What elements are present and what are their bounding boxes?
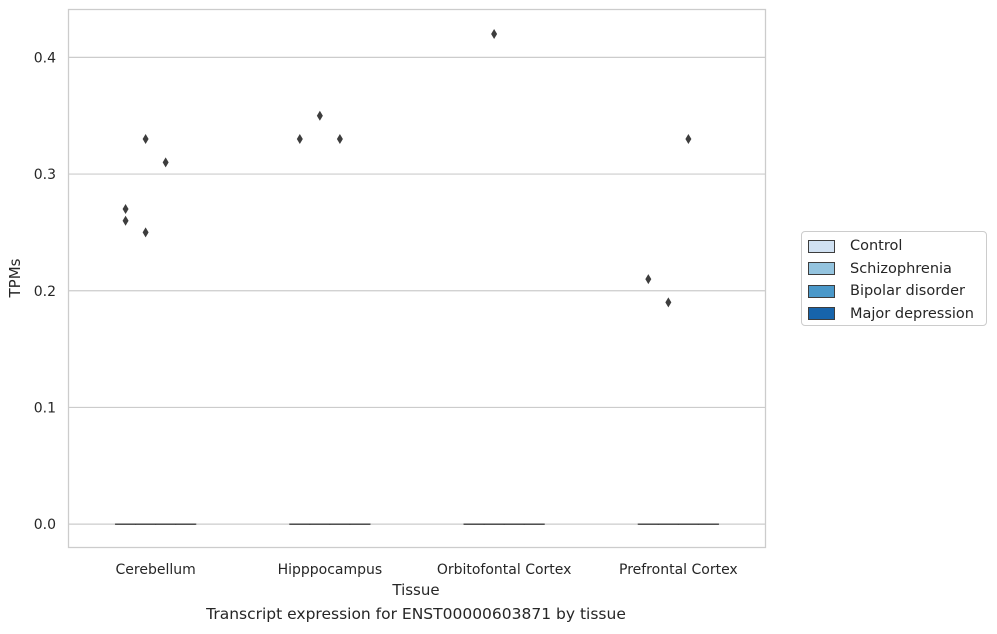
legend-label-major-depression: Major depression [850, 305, 974, 322]
outlier-point [665, 297, 672, 308]
outlier-point [142, 227, 149, 238]
legend-swatch-schizophrenia [808, 262, 835, 276]
legend-item-major-depression: Major depression [808, 303, 986, 326]
legend-item-bipolar-disorder: Bipolar disorder [808, 280, 986, 303]
outlier-point [142, 134, 149, 145]
legend: Control Schizophrenia Bipolar disorder M… [801, 231, 987, 326]
outlier-point [316, 110, 323, 121]
outlier-point [336, 134, 343, 145]
x-tick-labels: Cerebellum Hipppocampus Orbitofontal Corte… [116, 562, 738, 578]
x-tick-label: Orbitofontal Cortex [437, 562, 572, 578]
legend-item-control: Control [808, 235, 986, 258]
legend-swatch-bipolar-disorder [808, 284, 835, 298]
y-tick-label: 0.3 [34, 167, 56, 183]
y-tick-label: 0.2 [34, 284, 56, 300]
outlier-point [491, 29, 498, 40]
legend-item-schizophrenia: Schizophrenia [808, 258, 986, 281]
outlier-point [685, 134, 692, 145]
y-tick-labels: 0.0 0.1 0.2 0.3 0.4 [34, 50, 56, 533]
legend-swatch-major-depression [808, 307, 835, 321]
y-tick-label: 0.0 [34, 517, 56, 533]
outlier-point [162, 157, 169, 168]
outlier-point [122, 215, 129, 226]
legend-label-control: Control [850, 238, 903, 255]
y-gridlines [68, 56, 766, 525]
x-tick-label: Cerebellum [116, 562, 196, 578]
legend-swatch-control [808, 239, 835, 253]
outlier-points [122, 29, 692, 308]
outlier-point [122, 204, 129, 215]
y-axis-label: TPMs [6, 258, 24, 298]
plot-frame [67, 8, 767, 549]
legend-label-schizophrenia: Schizophrenia [850, 260, 952, 277]
x-tick-label: Hipppocampus [278, 562, 383, 578]
legend-label-bipolar-disorder: Bipolar disorder [850, 283, 965, 300]
y-tick-label: 0.1 [34, 400, 56, 416]
chart-caption: Transcript expression for ENST0000060387… [206, 605, 626, 623]
x-tick-label: Prefrontal Cortex [619, 562, 738, 578]
x-axis-label: Tissue [391, 581, 439, 599]
outlier-point [645, 274, 652, 285]
y-tick-label: 0.4 [34, 50, 56, 66]
outlier-point [296, 134, 303, 145]
